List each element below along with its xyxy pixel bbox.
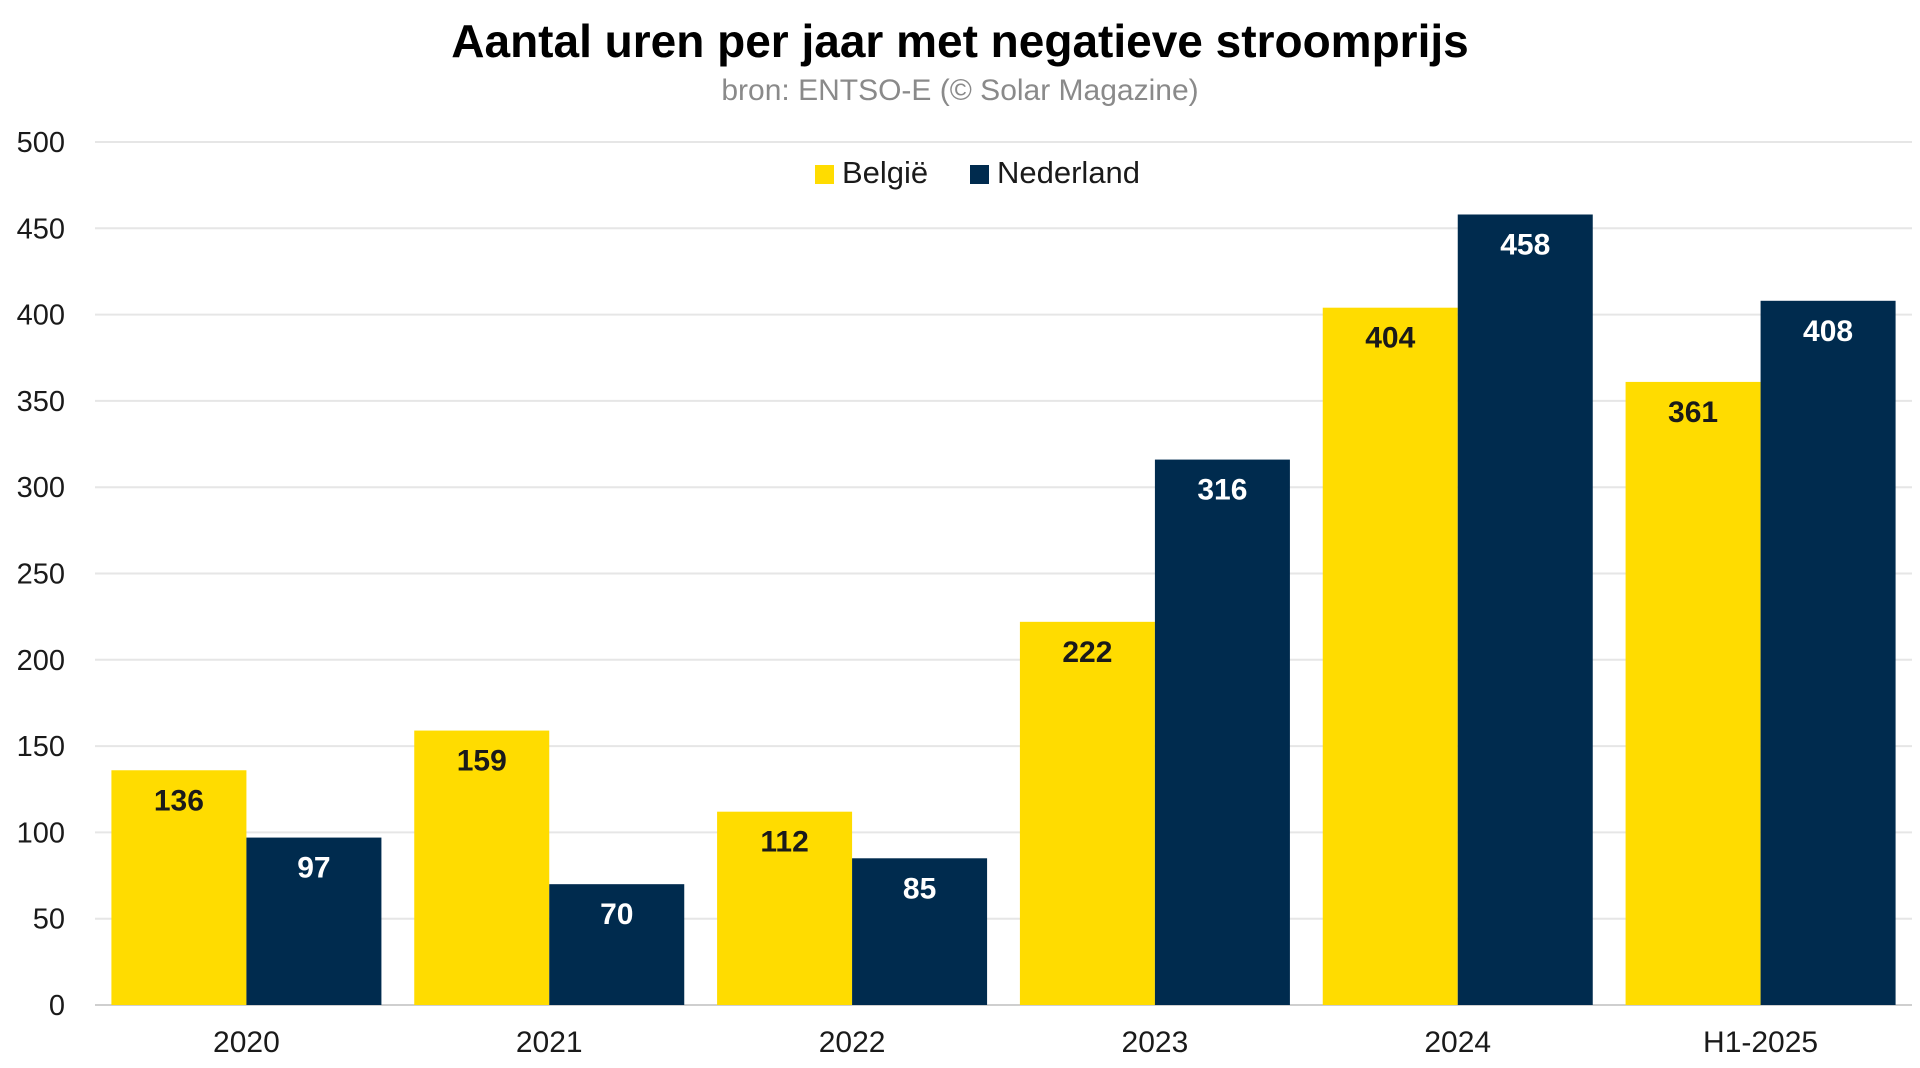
y-tick-label: 50 [33,904,65,936]
y-tick-label: 350 [17,386,65,418]
x-tick-label: 2021 [516,1026,583,1059]
data-label: 316 [1197,474,1247,507]
y-tick-label: 0 [49,990,65,1022]
y-tick-label: 450 [17,213,65,245]
bar [414,730,550,1005]
bar [1322,307,1458,1005]
data-label: 112 [760,826,808,859]
bar [1154,459,1290,1006]
x-tick-label: 2024 [1424,1026,1491,1059]
y-tick-label: 100 [17,817,65,849]
legend-label: België [842,155,928,190]
bar [717,811,853,1005]
data-label: 222 [1062,636,1112,669]
data-label: 458 [1500,228,1550,261]
legend-swatch [815,165,834,184]
y-tick-label: 150 [17,731,65,763]
bar [852,858,988,1005]
data-label: 408 [1803,315,1853,348]
y-tick-label: 250 [17,559,65,591]
y-tick-label: 200 [17,645,65,677]
legend-swatch [970,165,989,184]
y-tick-label: 300 [17,472,65,504]
x-tick-label: 2023 [1122,1026,1189,1059]
bar [1457,214,1593,1005]
bar [246,837,382,1005]
y-tick-label: 400 [17,300,65,332]
x-tick-label: H1-2025 [1703,1026,1818,1059]
bar [1760,300,1896,1005]
legend: België Nederland [815,155,1140,190]
x-tick-label: 2020 [213,1026,280,1059]
chart-title: Aantal uren per jaar met negatieve stroo… [451,15,1469,67]
data-label: 404 [1365,322,1415,355]
bar [1625,381,1761,1005]
x-tick-label: 2022 [819,1026,886,1059]
bar [549,884,685,1005]
y-tick-label: 500 [17,127,65,159]
legend-label: Nederland [997,155,1140,190]
data-label: 70 [600,898,633,931]
data-label: 97 [297,852,330,885]
bar [1019,621,1155,1005]
data-label: 159 [457,745,507,778]
chart-subtitle: bron: ENTSO-E (© Solar Magazine) [721,74,1199,107]
data-label: 85 [903,872,936,905]
data-label: 136 [154,784,204,817]
data-label: 361 [1668,396,1718,429]
bar [111,770,247,1005]
